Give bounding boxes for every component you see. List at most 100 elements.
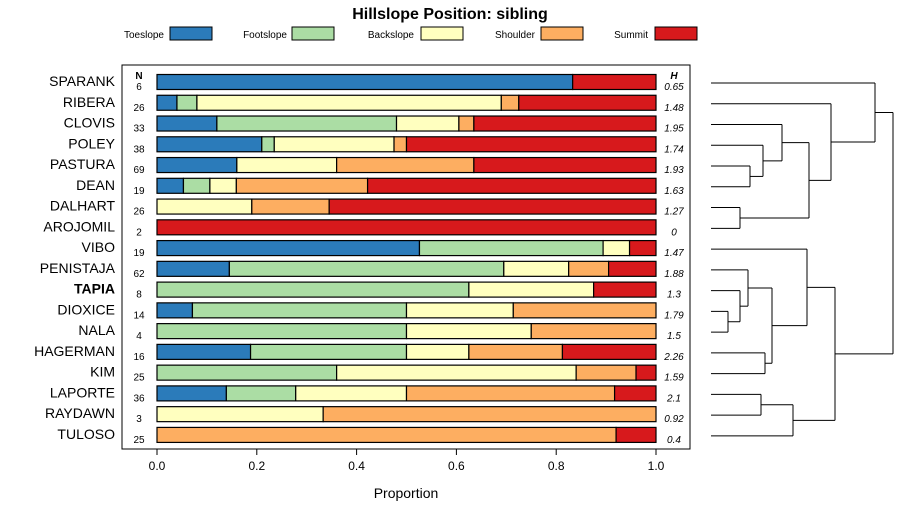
row-h: 0.4	[667, 435, 681, 446]
row-label: NALA	[78, 322, 115, 338]
row-n: 26	[133, 207, 145, 218]
bar-row-poley: POLEY 38 1.74	[68, 135, 684, 155]
bar-row-dean: DEAN 19 1.63	[76, 177, 684, 197]
row-label: PENISTAJA	[40, 260, 116, 276]
row-h: 0.65	[664, 82, 684, 93]
bar-segment-footslope	[156, 323, 408, 340]
legend-swatch-toeslope	[169, 26, 213, 41]
row-h: 1.5	[667, 331, 681, 342]
row-h: 1.3	[667, 290, 681, 301]
bar-segment-shoulder	[156, 426, 617, 444]
bar-row-arojomil: AROJOMIL 2 0	[43, 218, 677, 238]
bar-segment-summit	[366, 177, 657, 194]
row-h: 1.48	[664, 103, 684, 114]
bar-segment-toeslope	[156, 136, 263, 153]
bar-segment-summit	[628, 239, 657, 257]
bar-segment-backslope	[295, 385, 408, 402]
bar-segment-toeslope	[156, 94, 178, 111]
bar-row-tapia: TAPIA 8 1.3	[74, 281, 681, 301]
legend-label-backslope: Backslope	[368, 30, 415, 41]
bar-row-raydawn: RAYDAWN 3 0.92	[45, 405, 684, 425]
bar-segment-shoulder	[322, 406, 657, 423]
bar-segment-shoulder	[405, 385, 616, 402]
row-label: HAGERMAN	[34, 343, 115, 359]
x-tick-label: 0.6	[448, 459, 465, 473]
bar-segment-summit	[615, 426, 657, 444]
legend-label-summit: Summit	[614, 30, 648, 41]
legend: Toeslope Footslope Backslope Shoulder Summit	[124, 26, 698, 41]
row-n: 6	[136, 82, 142, 93]
bar-segment-toeslope	[156, 302, 194, 319]
row-h: 1.88	[664, 269, 684, 280]
row-n: 26	[133, 103, 145, 114]
bar-row-nala: NALA 4 1.5	[78, 322, 681, 342]
row-label: DEAN	[76, 177, 115, 193]
bar-row-kim: KIM 25 1.59	[90, 364, 684, 384]
row-n: 62	[133, 269, 145, 280]
n-header: N	[135, 71, 142, 82]
bar-segment-backslope	[273, 136, 395, 153]
bar-segment-toeslope	[156, 73, 574, 91]
bar-segment-summit	[607, 260, 657, 277]
bar-segment-backslope	[156, 406, 324, 423]
row-h: 1.95	[664, 124, 684, 135]
row-h: 1.59	[664, 373, 684, 384]
bar-segment-backslope	[405, 323, 532, 340]
row-n: 19	[133, 186, 145, 197]
row-n: 3	[136, 414, 142, 425]
bar-segment-backslope	[156, 198, 253, 215]
bar-segment-shoulder	[568, 260, 610, 277]
bar-segment-shoulder	[458, 115, 475, 132]
bar-segment-shoulder	[393, 136, 408, 153]
row-label: DALHART	[50, 198, 116, 214]
row-h: 1.27	[664, 207, 684, 218]
bar-row-pastura: PASTURA 69 1.93	[50, 156, 684, 176]
row-label: LAPORTE	[50, 384, 115, 400]
chart-title: Hillslope Position: sibling	[352, 6, 548, 23]
bar-segment-summit	[405, 136, 657, 153]
bar-segment-toeslope	[156, 385, 227, 402]
row-h: 0.92	[664, 414, 684, 425]
legend-label-toeslope: Toeslope	[124, 30, 164, 41]
bar-segment-toeslope	[156, 260, 230, 277]
bar-segment-backslope	[336, 364, 577, 381]
x-tick-label: 0.0	[149, 459, 166, 473]
row-h: 1.74	[664, 144, 684, 155]
bar-segment-backslope	[196, 94, 502, 111]
row-label: KIM	[90, 364, 115, 380]
row-label: TULOSO	[57, 426, 115, 442]
row-label: PASTURA	[50, 156, 116, 172]
row-n: 19	[133, 248, 145, 259]
bar-segment-shoulder	[512, 302, 657, 319]
bar-row-sparank: SPARANK 6 0.65	[49, 73, 684, 93]
row-label: VIBO	[82, 239, 116, 255]
bar-segment-summit	[518, 94, 657, 111]
x-tick-label: 0.4	[348, 459, 365, 473]
row-label: AROJOMIL	[43, 218, 115, 234]
bar-segment-backslope	[236, 156, 338, 174]
bar-row-tuloso: TULOSO 25 0.4	[57, 426, 681, 446]
legend-label-footslope: Footslope	[243, 30, 287, 41]
panel-frame	[121, 64, 691, 450]
bar-segment-backslope	[209, 177, 237, 194]
row-n: 33	[133, 124, 145, 135]
bar-segment-summit	[328, 198, 657, 215]
bar-row-hagerman: HAGERMAN 16 2.26	[34, 343, 684, 363]
row-h: 2.26	[663, 352, 684, 363]
bar-segment-toeslope	[156, 343, 252, 360]
row-label: POLEY	[68, 135, 115, 151]
x-tick-label: 1.0	[648, 459, 665, 473]
x-axis: 0.0 0.2 0.4 0.6 0.8 1.0	[149, 449, 665, 473]
legend-label-shoulder: Shoulder	[495, 30, 536, 41]
bar-segment-shoulder	[468, 343, 564, 360]
bar-segment-shoulder	[336, 156, 475, 174]
row-label: SPARANK	[49, 73, 116, 89]
bar-row-ribera: RIBERA 26 1.48	[63, 94, 684, 114]
bar-segment-shoulder	[575, 364, 637, 381]
bar-segment-shoulder	[530, 323, 657, 340]
bar-segment-footslope	[261, 136, 275, 153]
row-label: RAYDAWN	[45, 405, 115, 421]
bar-row-dioxice: DIOXICE 14 1.79	[57, 301, 684, 321]
bar-segment-summit	[156, 219, 657, 236]
row-n: 2	[136, 227, 142, 238]
